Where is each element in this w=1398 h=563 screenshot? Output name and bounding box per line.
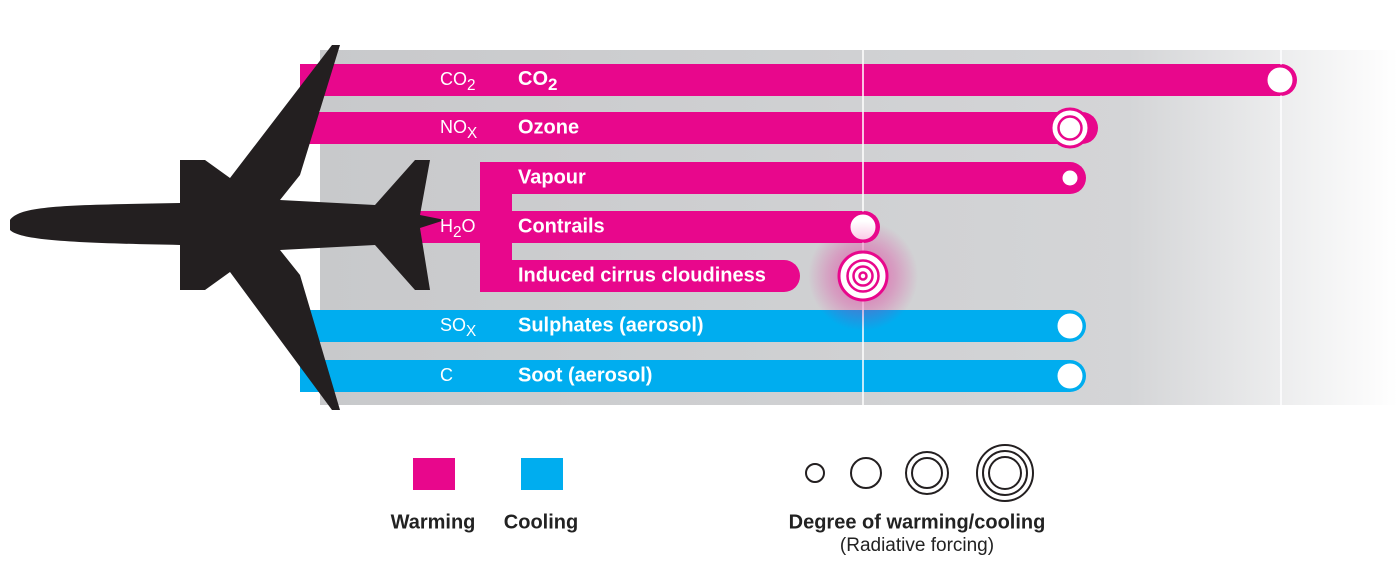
row-label: Contrails [518,215,605,237]
degree-marker [849,262,877,290]
legend-warming: Warming [391,511,476,533]
degree-legend [805,444,1034,502]
degree-ring [858,271,868,281]
bar [480,162,1086,194]
formula-base: SO [440,315,466,335]
warming-swatch [413,458,455,490]
degree-marker [1054,112,1086,144]
degree-ring [846,259,880,293]
formula: SOX [440,315,476,340]
degree-marker [843,256,883,296]
degree-ring [1057,115,1083,141]
row-label-base: CO [518,68,548,90]
end-markers [808,64,1296,392]
bar [300,360,1086,392]
row-label-sub: 2 [548,75,557,94]
bar [420,211,880,243]
formula: C [440,365,453,385]
degree-marker [1054,360,1086,392]
formula-after: O [462,216,476,236]
degree-marker [1264,64,1296,96]
formula-base: NO [440,117,467,137]
row-label: Soot (aerosol) [518,364,652,386]
formula-sub: 2 [467,77,476,94]
formula-base: CO [440,69,467,89]
degree-marker [1054,310,1086,342]
legend-degree-subtitle: (Radiative forcing) [840,535,994,556]
bar [300,64,1297,96]
legend-degree-title: Degree of warming/cooling [789,511,1046,533]
formula-base: H [440,216,453,236]
formula-sub: 2 [453,224,462,241]
row-label: Induced cirrus cloudiness [518,264,766,286]
formula: CO2 [440,69,476,94]
bar [480,260,800,292]
cooling-swatch [521,458,563,490]
formula-base: C [440,365,453,385]
airplane [10,45,445,410]
row-label: Ozone [518,116,579,138]
formula: NOX [440,117,477,142]
bar [290,112,1098,144]
row-label: CO2 [518,68,557,94]
formula-sub: X [466,323,476,340]
degree-marker [855,268,871,284]
row-label: Sulphates (aerosol) [518,314,704,336]
formula: H2O [440,216,476,241]
degree-ring [852,265,874,287]
formula-sub: X [467,125,477,142]
degree-marker [1059,167,1081,189]
row-label: Vapour [518,166,586,188]
legend-cooling: Cooling [504,511,578,533]
